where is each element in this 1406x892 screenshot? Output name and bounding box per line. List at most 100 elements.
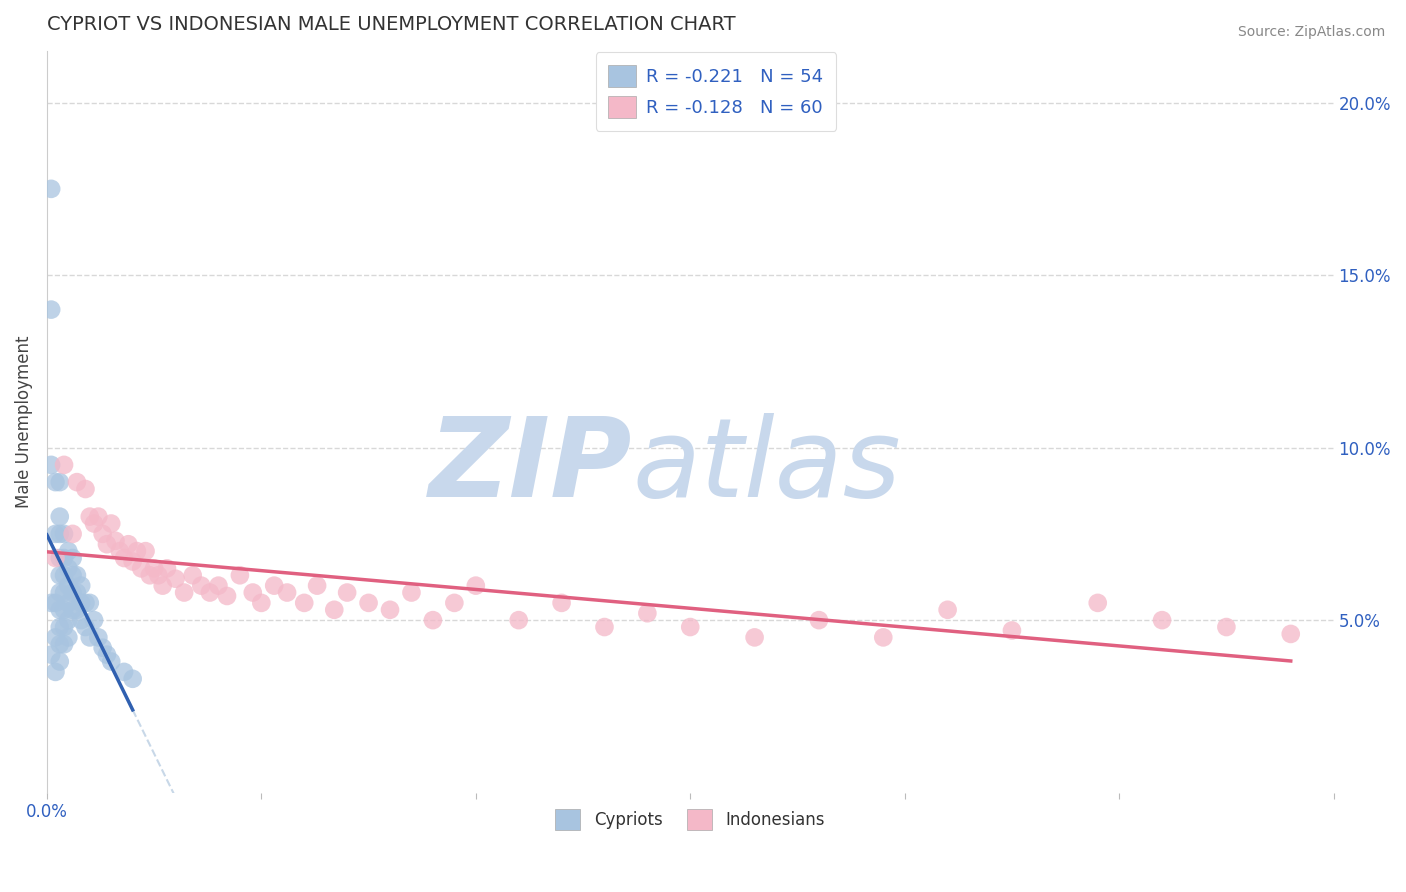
Point bbox=[156, 561, 179, 575]
Point bbox=[229, 568, 252, 582]
Point bbox=[70, 596, 93, 610]
Point bbox=[66, 585, 89, 599]
Point bbox=[744, 631, 766, 645]
Point bbox=[112, 665, 135, 679]
Point bbox=[936, 603, 959, 617]
Point bbox=[190, 579, 212, 593]
Point bbox=[79, 596, 101, 610]
Point bbox=[165, 572, 187, 586]
Point bbox=[125, 544, 148, 558]
Point bbox=[292, 596, 315, 610]
Point bbox=[75, 620, 97, 634]
Point bbox=[49, 509, 72, 524]
Point bbox=[121, 672, 143, 686]
Point bbox=[49, 620, 72, 634]
Point bbox=[44, 551, 66, 566]
Point bbox=[49, 603, 72, 617]
Point bbox=[108, 544, 131, 558]
Point bbox=[49, 527, 72, 541]
Point bbox=[263, 579, 285, 593]
Point bbox=[79, 631, 101, 645]
Point bbox=[96, 648, 118, 662]
Point bbox=[58, 544, 80, 558]
Point bbox=[83, 613, 105, 627]
Point bbox=[87, 509, 110, 524]
Y-axis label: Male Unemployment: Male Unemployment bbox=[15, 335, 32, 508]
Point bbox=[39, 182, 62, 196]
Point bbox=[464, 579, 486, 593]
Point bbox=[62, 585, 84, 599]
Text: CYPRIOT VS INDONESIAN MALE UNEMPLOYMENT CORRELATION CHART: CYPRIOT VS INDONESIAN MALE UNEMPLOYMENT … bbox=[46, 15, 735, 34]
Point bbox=[53, 458, 76, 472]
Point bbox=[143, 561, 166, 575]
Legend: Cypriots, Indonesians: Cypriots, Indonesians bbox=[548, 803, 832, 836]
Point bbox=[593, 620, 616, 634]
Point bbox=[49, 655, 72, 669]
Point bbox=[1215, 620, 1237, 634]
Point bbox=[58, 613, 80, 627]
Point bbox=[66, 603, 89, 617]
Point bbox=[79, 509, 101, 524]
Point bbox=[636, 606, 658, 620]
Point bbox=[550, 596, 572, 610]
Point bbox=[807, 613, 830, 627]
Point bbox=[49, 568, 72, 582]
Point bbox=[53, 551, 76, 566]
Point bbox=[139, 568, 162, 582]
Point bbox=[117, 537, 139, 551]
Point bbox=[129, 561, 152, 575]
Point bbox=[250, 596, 273, 610]
Point bbox=[401, 585, 423, 599]
Text: atlas: atlas bbox=[633, 413, 901, 520]
Point bbox=[44, 631, 66, 645]
Point bbox=[53, 568, 76, 582]
Point bbox=[44, 527, 66, 541]
Point bbox=[148, 568, 170, 582]
Point bbox=[422, 613, 444, 627]
Point bbox=[1001, 624, 1024, 638]
Point bbox=[58, 596, 80, 610]
Point bbox=[336, 585, 359, 599]
Point bbox=[307, 579, 329, 593]
Text: Source: ZipAtlas.com: Source: ZipAtlas.com bbox=[1237, 25, 1385, 39]
Point bbox=[44, 596, 66, 610]
Text: ZIP: ZIP bbox=[429, 413, 633, 520]
Point bbox=[173, 585, 195, 599]
Point bbox=[198, 585, 221, 599]
Point bbox=[181, 568, 204, 582]
Point bbox=[49, 551, 72, 566]
Point bbox=[1279, 627, 1302, 641]
Point bbox=[96, 537, 118, 551]
Point bbox=[100, 655, 122, 669]
Point bbox=[357, 596, 380, 610]
Point bbox=[70, 613, 93, 627]
Point bbox=[443, 596, 465, 610]
Point bbox=[121, 554, 143, 568]
Point bbox=[152, 579, 174, 593]
Point bbox=[83, 516, 105, 531]
Point bbox=[49, 475, 72, 489]
Point bbox=[1087, 596, 1109, 610]
Point bbox=[378, 603, 401, 617]
Point bbox=[44, 475, 66, 489]
Point bbox=[207, 579, 229, 593]
Point bbox=[49, 637, 72, 651]
Point bbox=[62, 551, 84, 566]
Point bbox=[276, 585, 298, 599]
Point bbox=[39, 596, 62, 610]
Point bbox=[104, 533, 127, 548]
Point bbox=[53, 585, 76, 599]
Point bbox=[58, 631, 80, 645]
Point bbox=[87, 631, 110, 645]
Point bbox=[66, 475, 89, 489]
Point bbox=[323, 603, 346, 617]
Point bbox=[53, 620, 76, 634]
Point bbox=[62, 527, 84, 541]
Point bbox=[91, 527, 114, 541]
Point bbox=[62, 568, 84, 582]
Point bbox=[53, 527, 76, 541]
Point bbox=[135, 544, 157, 558]
Point bbox=[112, 551, 135, 566]
Point bbox=[872, 631, 894, 645]
Point bbox=[508, 613, 530, 627]
